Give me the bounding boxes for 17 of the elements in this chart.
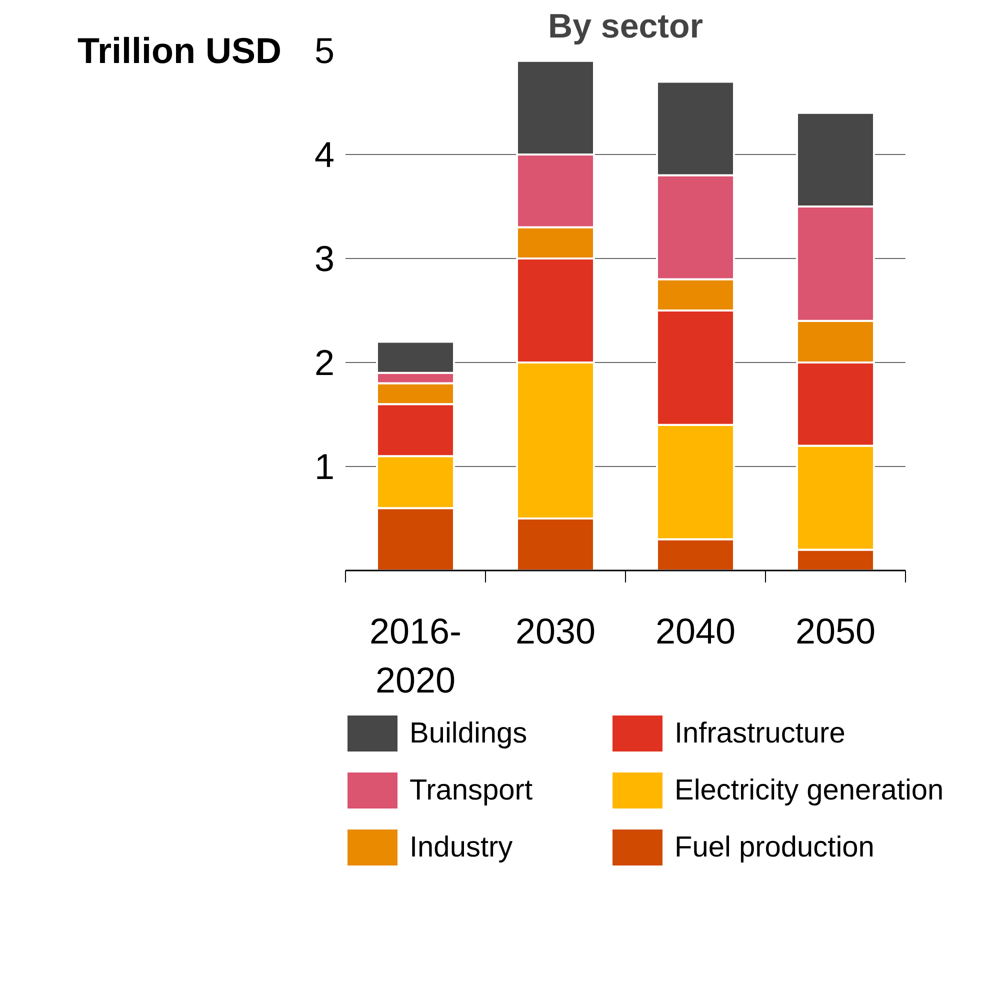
y-tick-label: 3: [314, 238, 335, 279]
chart-title: By sector: [548, 8, 703, 46]
x-tick-label: 2040: [655, 610, 736, 652]
legend-label: Infrastructure: [674, 718, 846, 750]
y-tick-label: 4: [314, 134, 335, 175]
y-axis-title: Trillion USD: [77, 30, 282, 71]
legend-label: Transport: [410, 774, 533, 806]
x-tick-label: 2030: [515, 610, 596, 652]
x-tick-label: 2050: [795, 610, 876, 652]
legend-label: Electricity generation: [674, 774, 944, 806]
x-tick-label: 2016- 2020: [369, 610, 462, 701]
legend-label: Industry: [410, 832, 514, 864]
legend-label: Fuel production: [674, 832, 874, 864]
y-tick-label: 1: [314, 446, 335, 487]
legend-label: Buildings: [410, 718, 528, 750]
y-tick-label: 5: [314, 30, 335, 71]
y-tick-label: 2: [314, 342, 335, 383]
